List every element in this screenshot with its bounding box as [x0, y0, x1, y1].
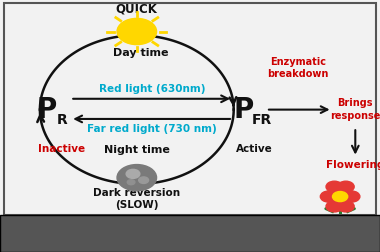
Circle shape	[326, 181, 343, 192]
Circle shape	[117, 165, 157, 191]
Text: FR: FR	[252, 113, 272, 127]
Circle shape	[343, 191, 360, 202]
Circle shape	[337, 201, 354, 212]
Text: Red light (630nm): Red light (630nm)	[99, 84, 205, 94]
Text: Brings
response: Brings response	[330, 99, 380, 121]
Text: Day time: Day time	[113, 48, 168, 58]
Circle shape	[127, 180, 135, 185]
Text: Dark reversion
(SLOW): Dark reversion (SLOW)	[93, 188, 180, 210]
Circle shape	[320, 191, 337, 202]
Text: P: P	[234, 96, 254, 124]
Text: R: R	[57, 113, 67, 127]
Circle shape	[332, 192, 348, 202]
Circle shape	[326, 201, 343, 212]
Circle shape	[117, 18, 157, 45]
FancyBboxPatch shape	[0, 215, 380, 252]
Text: Active: Active	[236, 144, 272, 154]
Text: QUICK: QUICK	[116, 2, 158, 15]
Text: PHOTOPERIODICITY: PHOTOPERIODICITY	[98, 225, 282, 243]
Text: Inactive: Inactive	[38, 144, 85, 154]
Text: Enzymatic
breakdown: Enzymatic breakdown	[268, 57, 329, 79]
Text: P: P	[36, 96, 56, 124]
Circle shape	[126, 169, 140, 178]
Text: Flowering: Flowering	[326, 160, 380, 170]
Text: Night time: Night time	[104, 145, 170, 155]
Text: Far red light (730 nm): Far red light (730 nm)	[87, 123, 217, 134]
Circle shape	[337, 181, 354, 192]
Circle shape	[139, 177, 149, 183]
